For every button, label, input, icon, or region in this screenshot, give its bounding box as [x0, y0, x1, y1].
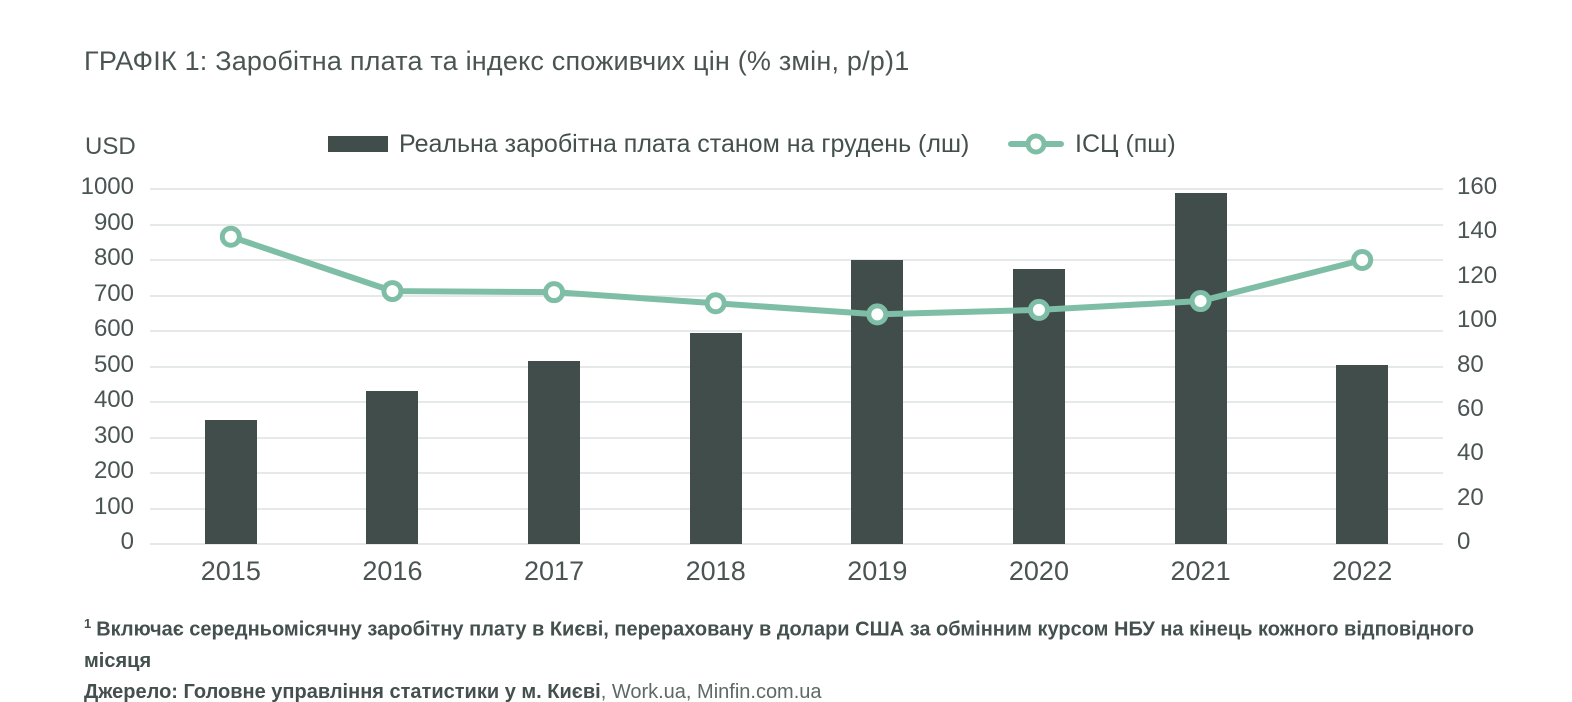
x-axis-label-2020: 2020: [1008, 556, 1069, 586]
x-axis-label-2017: 2017: [524, 556, 585, 586]
axis-tick-label: 140: [1457, 217, 1498, 245]
gridline-500: [150, 365, 1443, 368]
open-circle-marker-icon: [1025, 133, 1047, 155]
legend-item-wages: Реальна заробітна плата станом на груден…: [328, 129, 969, 159]
x-axis-label-2016: 2016: [362, 556, 423, 586]
axis-tick-label: 40: [1457, 439, 1484, 467]
footnote-superscript: 1: [84, 616, 92, 631]
cpi-marker-2015: [219, 225, 242, 248]
axis-tick-label: 400: [93, 386, 134, 413]
cpi-marker-2019: [866, 303, 889, 326]
gridline-900: [150, 223, 1443, 226]
axis-tick-label: 900: [93, 208, 134, 236]
bar-2021: [1174, 192, 1227, 544]
gridline-200: [150, 472, 1443, 474]
cpi-line: [229, 233, 1363, 318]
footnote-line-2: Джерело: Головне управління статистики у…: [84, 677, 1524, 702]
x-axis-label-2019: 2019: [847, 556, 908, 586]
right-axis-ticks: 160 140 120 100 80 60 40 20 0: [1457, 173, 1567, 555]
axis-tick-label: 160: [1457, 173, 1498, 200]
legend-label-wages: Реальна заробітна плата станом на груден…: [399, 129, 970, 158]
axis-tick-label: 0: [1457, 528, 1471, 555]
chart-title: ГРАФІК 1: Заробітна плата та індекс спож…: [84, 46, 910, 76]
gridline-800: [150, 259, 1443, 261]
cpi-marker-2017: [543, 281, 566, 304]
plot-area: [150, 188, 1443, 545]
bar-2015: [204, 419, 257, 544]
footnote: 1 Включає середньомісячну заробітну плату…: [84, 608, 1524, 702]
gridline-300: [150, 436, 1443, 439]
gridline-0: [150, 543, 1443, 545]
gridline-100: [150, 507, 1443, 510]
axis-tick-label: 1000: [80, 173, 134, 200]
axis-tick-label: 100: [93, 492, 134, 520]
cpi-marker-2016: [381, 280, 404, 303]
axis-tick-label: 120: [1457, 261, 1498, 289]
x-axis-label-2018: 2018: [685, 556, 746, 586]
axis-tick-label: 300: [93, 421, 134, 449]
cpi-marker-2021: [1189, 290, 1212, 313]
axis-tick-label: 100: [1457, 306, 1498, 334]
x-axis-label-2021: 2021: [1170, 556, 1231, 586]
gridline-600: [150, 330, 1443, 332]
axis-tick-label: 20: [1457, 483, 1484, 511]
left-axis-unit-label: USD: [85, 133, 136, 160]
axis-tick-label: 200: [93, 457, 134, 484]
footnote-line-1: 1 Включає середньомісячну заробітну плату…: [84, 616, 1475, 672]
axis-tick-label: 0: [120, 528, 134, 555]
legend-item-cpi: ІСЦ (пш): [1008, 129, 1176, 159]
footnote-source-bold: Джерело: Головне управління статистики у…: [84, 680, 601, 702]
bar-2017: [528, 361, 581, 544]
bar-2018: [689, 332, 742, 544]
gridline-700: [150, 294, 1443, 297]
axis-tick-label: 700: [93, 279, 134, 307]
legend-label-cpi: ІСЦ (пш): [1075, 129, 1176, 158]
axis-tick-label: 500: [93, 350, 134, 378]
bar-series-swatch: [328, 136, 388, 152]
left-axis-ticks: 1000 900 800 700 600 500 400 300 200 100 0: [0, 173, 134, 555]
cpi-marker-2022: [1351, 249, 1374, 271]
bar-2022: [1336, 364, 1389, 544]
footnote-source-links: , Work.ua, Minfin.com.ua: [600, 680, 822, 702]
cpi-marker-2020: [1027, 298, 1050, 321]
x-axis-label-2015: 2015: [200, 556, 261, 586]
x-axis-labels: 2015 2016 2017 2018 2019 2020 2021 2022: [150, 556, 1443, 592]
gridline-1000: [150, 188, 1443, 190]
x-axis-label-2022: 2022: [1332, 556, 1393, 586]
axis-tick-label: 800: [93, 244, 134, 271]
axis-tick-label: 80: [1457, 350, 1484, 378]
bar-2016: [366, 391, 419, 544]
axis-tick-label: 600: [93, 315, 134, 342]
axis-tick-label: 60: [1457, 394, 1484, 422]
gridline-400: [150, 401, 1443, 403]
cpi-line-chart: [219, 225, 1374, 326]
cpi-marker-2018: [704, 292, 727, 315]
line-series-swatch: [1008, 133, 1064, 155]
